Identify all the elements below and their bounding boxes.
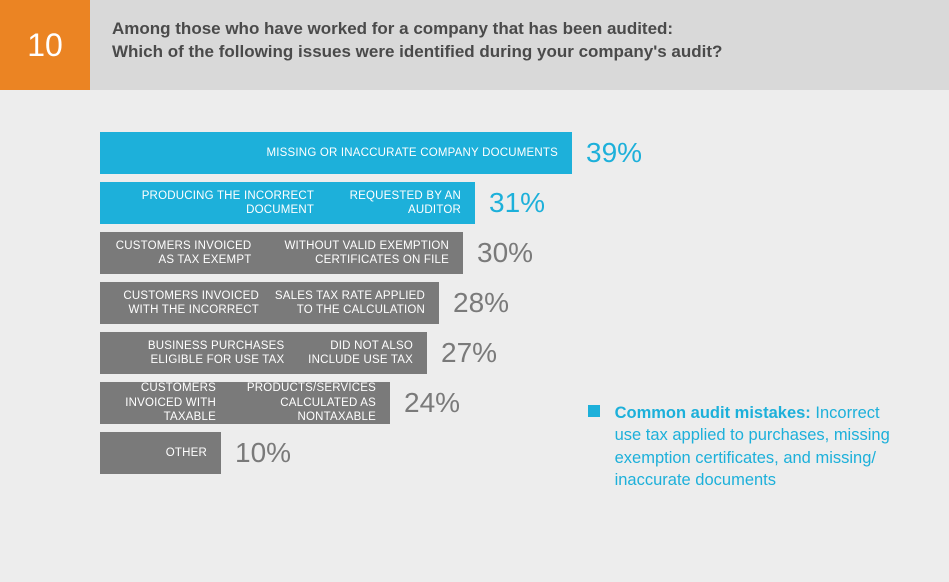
bar-row: CUSTOMERS INVOICED AS TAX EXEMPTWITHOUT … [100,232,642,274]
bar-label-line2: SALES TAX RATE APPLIED TO THE CALCULATIO… [259,289,425,318]
question-line2: Which of the following issues were ident… [112,42,722,61]
bar-label-line1: PRODUCING THE INCORRECT DOCUMENT [100,189,314,218]
callout: Common audit mistakes: Incorrect use tax… [588,402,908,491]
question-text: Among those who have worked for a compan… [90,0,949,90]
bar: MISSING OR INACCURATE COMPANY DOCUMENTS [100,132,572,174]
bar-percent: 27% [441,337,497,369]
bar-label-line2: OTHER [166,446,207,460]
bar-label-line2: DID NOT ALSO INCLUDE USE TAX [284,339,413,368]
bar: BUSINESS PURCHASES ELIGIBLE FOR USE TAXD… [100,332,427,374]
bar: CUSTOMERS INVOICED AS TAX EXEMPTWITHOUT … [100,232,463,274]
bar-percent: 31% [489,187,545,219]
bar: PRODUCING THE INCORRECT DOCUMENTREQUESTE… [100,182,475,224]
bar-label-line1: CUSTOMERS INVOICED AS TAX EXEMPT [100,239,251,268]
question-line1: Among those who have worked for a compan… [112,19,673,38]
bar: CUSTOMERS INVOICED WITH TAXABLEPRODUCTS/… [100,382,390,424]
bar-row: PRODUCING THE INCORRECT DOCUMENTREQUESTE… [100,182,642,224]
bar-percent: 39% [586,137,642,169]
bar-row: BUSINESS PURCHASES ELIGIBLE FOR USE TAXD… [100,332,642,374]
bar-label-line2: MISSING OR INACCURATE COMPANY DOCUMENTS [267,146,559,160]
bar-label-line2: PRODUCTS/SERVICES CALCULATED AS NONTAXAB… [216,381,376,424]
bar-row: CUSTOMERS INVOICED WITH THE INCORRECTSAL… [100,282,642,324]
bar-percent: 24% [404,387,460,419]
bar-row: OTHER 10% [100,432,642,474]
bar-label-line1: CUSTOMERS INVOICED WITH TAXABLE [100,381,216,424]
callout-lead: Common audit mistakes: [615,404,811,422]
bar-chart: MISSING OR INACCURATE COMPANY DOCUMENTS 3… [100,132,642,482]
bar: OTHER [100,432,221,474]
bar-label-line1: BUSINESS PURCHASES ELIGIBLE FOR USE TAX [100,339,284,368]
bar-row: MISSING OR INACCURATE COMPANY DOCUMENTS 3… [100,132,642,174]
bar-percent: 30% [477,237,533,269]
bar-row: CUSTOMERS INVOICED WITH TAXABLEPRODUCTS/… [100,382,642,424]
bar-label-line2: WITHOUT VALID EXEMPTION CERTIFICATES ON … [251,239,449,268]
bar-percent: 10% [235,437,291,469]
bar-label-line2: REQUESTED BY AN AUDITOR [314,189,461,218]
header: 10 Among those who have worked for a com… [0,0,949,90]
bar-label-line1: CUSTOMERS INVOICED WITH THE INCORRECT [100,289,259,318]
bar-percent: 28% [453,287,509,319]
question-number: 10 [0,0,90,90]
bar: CUSTOMERS INVOICED WITH THE INCORRECTSAL… [100,282,439,324]
callout-bullet-icon [588,405,600,417]
